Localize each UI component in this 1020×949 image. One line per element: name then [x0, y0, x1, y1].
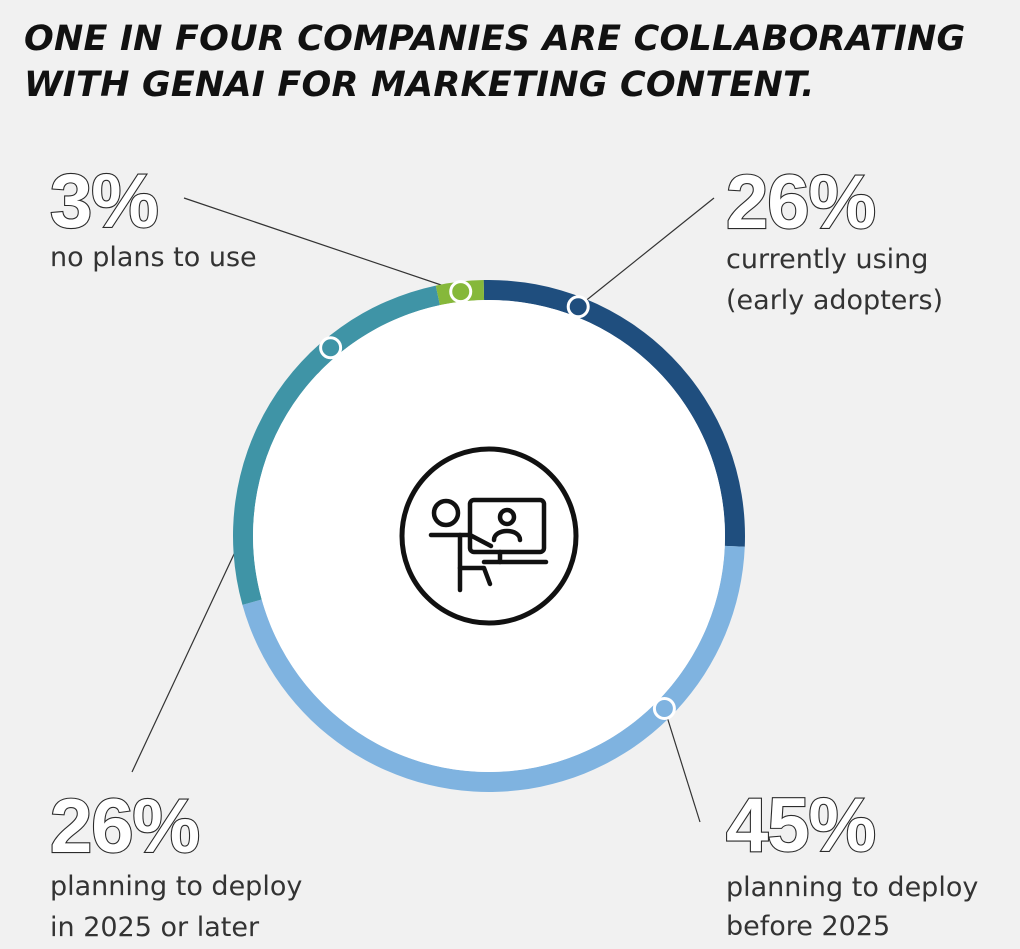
slice-dot-before-2025: [652, 696, 676, 720]
slice-dot-2025-or-later: [319, 336, 343, 360]
donut-center-disc: [253, 300, 725, 772]
slice-percent-before-2025: 45%: [726, 783, 875, 868]
slice-currently-using: [483, 280, 745, 547]
leader-line-no-plans: [183, 197, 461, 293]
slice-desc-2-before-2025: before 2025: [726, 911, 890, 942]
slice-desc-1-no-plans: no plans to use: [50, 242, 257, 273]
headline: ONE IN FOUR COMPANIES ARE COLLABORATING …: [24, 16, 984, 108]
slice-dot-currently-using: [566, 295, 590, 319]
headline-line-1: ONE IN FOUR COMPANIES ARE COLLABORATING: [24, 19, 966, 59]
slice-desc-1-2025-or-later: planning to deploy: [50, 871, 302, 902]
headline-line-2: WITH GENAI FOR MARKETING CONTENT.: [24, 65, 815, 105]
slice-desc-1-before-2025: planning to deploy: [726, 872, 978, 903]
slice-percent-2025-or-later: 26%: [50, 784, 199, 869]
leader-line-before-2025: [663, 708, 701, 823]
leader-line-currently-using: [577, 197, 715, 308]
slice-marker-dots: [319, 280, 676, 720]
slice-desc-2-2025-or-later: in 2025 or later: [50, 912, 260, 943]
slice-percent-no-plans: 3%: [50, 159, 158, 244]
slice-labels: 26%currently using(early adopters)45%pla…: [49, 158, 978, 943]
slice-percent-currently-using: 26%: [726, 160, 875, 245]
slice-dot-no-plans: [449, 280, 473, 304]
slice-desc-1-currently-using: currently using: [726, 244, 928, 275]
slice-desc-2-currently-using: (early adopters): [726, 285, 943, 316]
person-at-video-call-screen-icon: [399, 446, 579, 626]
